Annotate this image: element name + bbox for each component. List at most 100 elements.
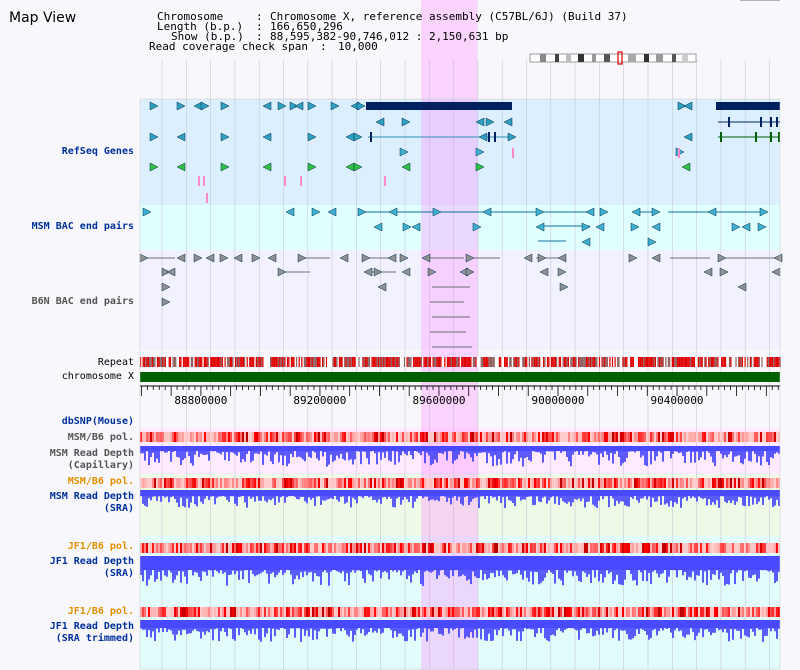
jf1-pol-heat [492,543,494,553]
jf1-trim-depth [388,620,390,629]
jf1-pol-heat [514,607,516,617]
jf1-pol-heat [438,607,440,617]
msm-pol-heat [166,432,168,442]
jf1-sra-depth [312,556,314,582]
jf1-sra-depth [210,556,212,571]
jf1-sra-depth [538,556,540,585]
jf1-pol-heat [238,607,240,617]
repeat-segment [359,357,361,367]
jf1-trim-depth [460,620,462,629]
jf1-pol-heat [296,543,298,553]
msm-sra-depth [264,490,266,501]
msm-pol-heat [694,478,696,488]
jf1-trim-depth [316,620,318,640]
repeat-segment [416,357,419,367]
msm-sra-depth [666,490,668,504]
msm-sra-depth [222,490,224,497]
jf1-pol-heat [594,543,596,553]
msm-capillary-depth [346,446,348,453]
track-label-refseq: RefSeq Genes [61,146,134,157]
msm-sra-depth [244,490,246,503]
jf1-sra-depth [386,556,388,573]
jf1-pol-heat [436,607,438,617]
repeat-segment [684,357,686,367]
msm-capillary-depth [448,446,450,452]
jf1-trim-depth [570,620,572,629]
msm-pol-heat [150,478,152,488]
repeat-segment [279,357,281,367]
msm-capillary-depth [280,446,282,456]
msm-pol-heat [684,432,686,442]
repeat-segment [289,357,291,367]
msm-capillary-depth [732,446,734,462]
msm-pol-heat [284,432,286,442]
msm-pol-heat [178,432,180,442]
msm-capillary-depth [230,446,232,453]
msm-sra-depth [472,490,474,500]
jf1-trim-depth [416,620,418,630]
msm-pol-heat [618,478,620,488]
jf1-pol-heat [152,543,154,553]
jf1-pol-heat [746,543,748,553]
msm-pol-heat [216,478,218,488]
msm-pol-heat [182,432,184,442]
jf1-pol-heat [676,607,678,617]
bac-end-arrow [388,207,398,217]
repeat-segment [566,357,568,367]
jf1-trim-depth [260,620,262,642]
gene-exon [720,132,722,142]
msm-capillary-depth [486,446,488,464]
jf1-trim-depth [684,620,686,638]
jf1-pol-heat [444,543,446,553]
jf1-pol-heat [448,607,450,617]
jf1-pol-heat [280,607,282,617]
jf1-pol-heat [196,607,198,617]
jf1-pol-heat [588,543,590,553]
msm-pol-heat [336,478,338,488]
jf1-pol-heat [712,543,714,553]
msm-pol-heat [524,432,526,442]
msm-pol-heat [658,432,660,442]
bac-end-arrow [482,207,492,217]
jf1-pol-heat [484,607,486,617]
repeat-segment [582,357,584,367]
msm-capillary-depth [758,446,760,457]
jf1-pol-heat [364,607,366,617]
msm-sra-depth [552,490,554,497]
repeat-segment [506,357,508,367]
msm-pol-heat [630,478,632,488]
msm-pol-heat [144,478,146,488]
msm-sra-depth [342,490,344,497]
jf1-pol-heat [700,543,702,553]
msm-capillary-depth [272,446,274,465]
jf1-pol-heat [162,607,164,617]
repeat-segment [706,357,709,367]
repeat-segment [176,357,178,367]
repeat-segment [273,357,276,367]
jf1-pol-heat [564,543,566,553]
jf1-pol-heat [486,543,488,553]
repeat-segment [641,357,644,367]
jf1-sra-depth [346,556,348,574]
jf1-pol-heat [732,607,734,617]
msm-capillary-depth [212,446,214,452]
msm-pol-heat [710,432,712,442]
repeat-segment [658,357,660,367]
jf1-trim-depth [700,620,702,629]
msm-pol-heat [472,432,474,442]
jf1-sra-depth [328,556,330,586]
repeat-segment [510,357,512,367]
jf1-pol-heat [602,543,604,553]
bac-end-arrow [539,267,549,277]
msm-sra-depth [350,490,352,508]
bac-end-arrow [311,207,321,217]
repeat-segment [735,357,737,367]
msm-sra-depth [512,490,514,504]
jf1-pol-heat [440,543,442,553]
msm-pol-heat [684,478,686,488]
msm-pol-heat [366,478,368,488]
repeat-segment [189,357,191,367]
jf1-pol-heat [676,543,678,553]
show-sep: : [256,30,263,43]
